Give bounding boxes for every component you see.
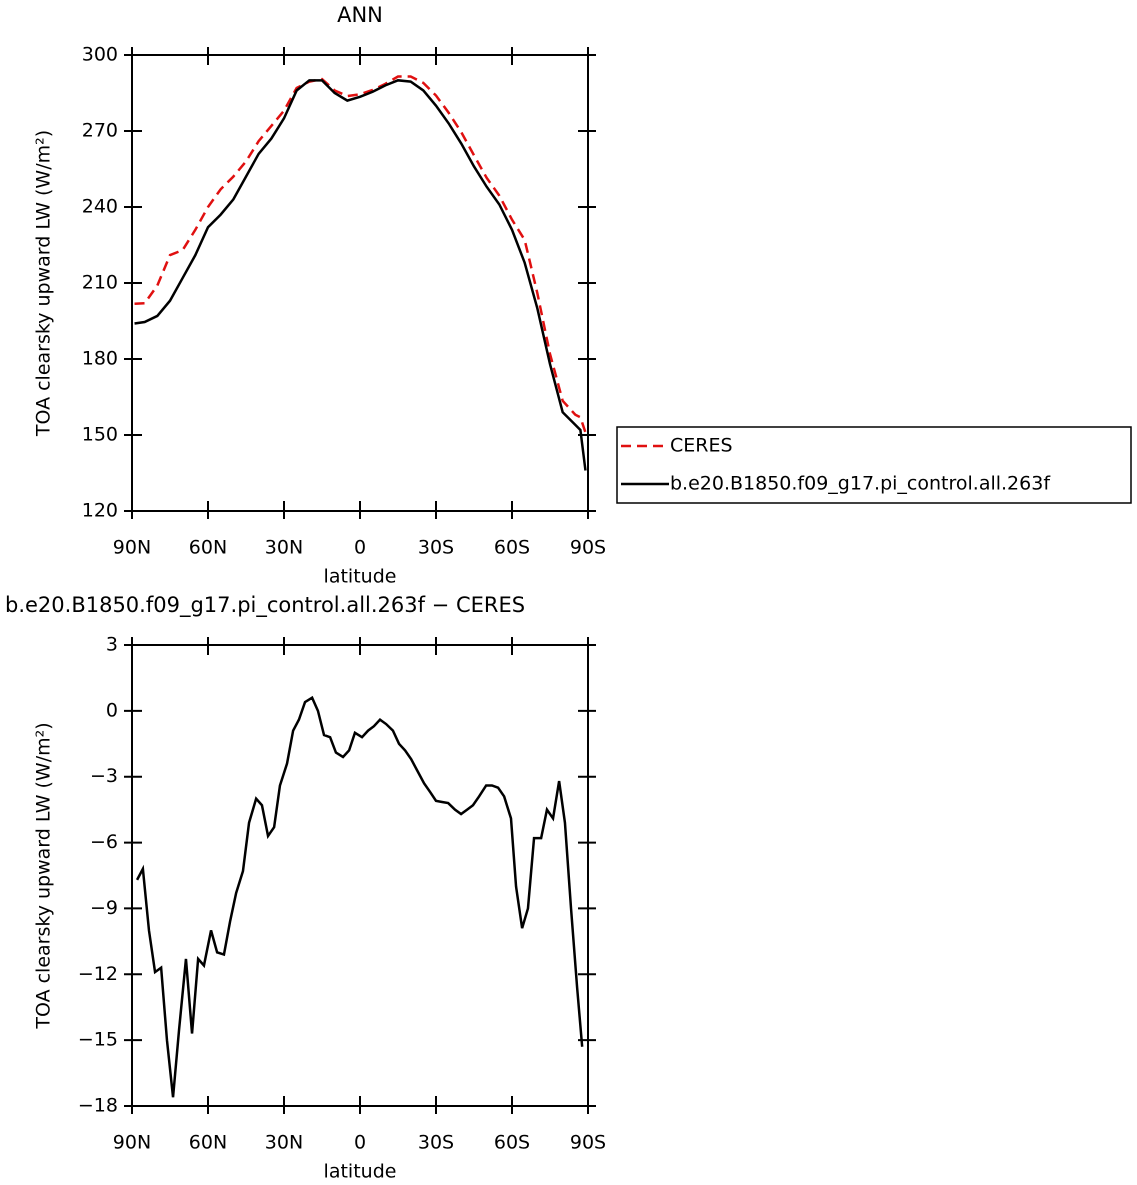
x-axis-label: latitude	[324, 1161, 397, 1182]
data-line	[135, 695, 584, 1098]
x-tick-label: 30N	[265, 1132, 303, 1154]
y-tick-label: 180	[82, 348, 118, 370]
y-tick-label: 210	[82, 272, 118, 294]
y-tick-label: −15	[78, 1029, 118, 1051]
y-axis-label: TOA clearsky upward LW (W/m²)	[33, 130, 55, 437]
y-tick-label: 270	[82, 120, 118, 142]
x-axis-label: latitude	[324, 566, 397, 588]
chart-title: b.e20.B1850.f09_g17.pi_control.all.263f …	[5, 593, 525, 618]
data-line	[134, 75, 587, 433]
data-line	[134, 79, 587, 471]
y-tick-label: 240	[82, 196, 118, 218]
x-tick-label: 90S	[570, 537, 606, 559]
x-tick-label: 60S	[494, 1132, 530, 1154]
y-tick-label: 120	[82, 500, 118, 522]
x-tick-label: 90N	[113, 537, 151, 559]
x-tick-label: 30N	[265, 537, 303, 559]
y-tick-label: 150	[82, 424, 118, 446]
x-tick-label: 30S	[418, 537, 454, 559]
plot-frame	[131, 54, 589, 512]
x-tick-label: 60S	[494, 537, 530, 559]
y-tick-label: −9	[90, 897, 118, 919]
x-tick-label: 60N	[189, 537, 227, 559]
legend-box	[616, 426, 1132, 504]
y-tick-label: −12	[78, 963, 118, 985]
y-tick-label: 0	[106, 699, 118, 721]
x-tick-label: 90S	[570, 1132, 606, 1154]
y-tick-label: −18	[78, 1095, 118, 1117]
x-tick-label: 90N	[113, 1132, 151, 1154]
y-tick-label: 3	[106, 634, 118, 656]
y-tick-label: 300	[82, 44, 118, 66]
plot-frame	[131, 644, 589, 1107]
y-tick-label: −6	[90, 831, 118, 853]
y-tick-label: −3	[90, 765, 118, 787]
legend-label: CERES	[670, 435, 733, 457]
chart-title: ANN	[337, 3, 383, 27]
y-axis-label: TOA clearsky upward LW (W/m²)	[33, 722, 55, 1029]
x-tick-label: 0	[354, 537, 366, 559]
x-tick-label: 60N	[189, 1132, 227, 1154]
x-tick-label: 0	[354, 1132, 366, 1154]
x-tick-label: 30S	[418, 1132, 454, 1154]
legend-label: b.e20.B1850.f09_g17.pi_control.all.263f	[670, 473, 1051, 495]
